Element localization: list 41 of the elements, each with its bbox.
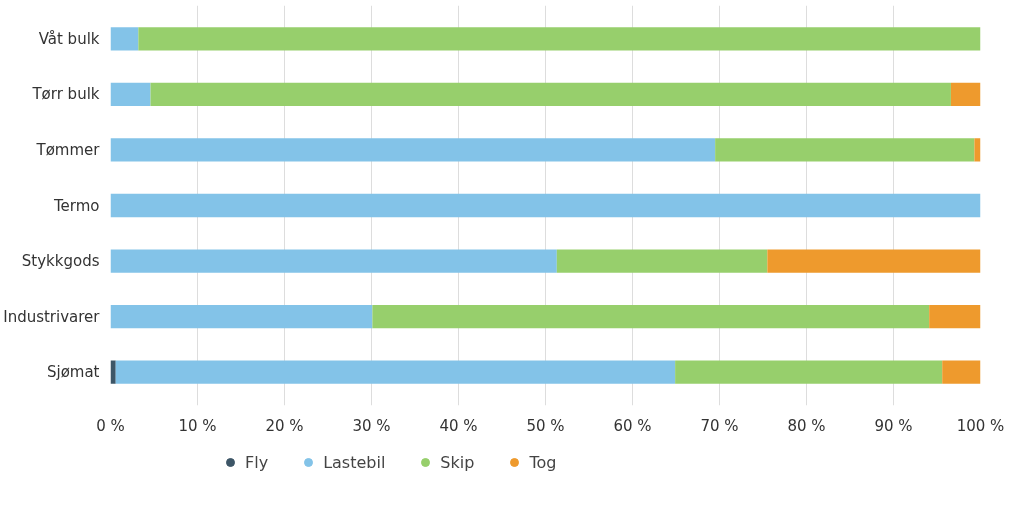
- bar: [715, 138, 975, 162]
- bar: [556, 249, 768, 273]
- bar: [929, 304, 981, 329]
- bar: [110, 193, 981, 218]
- bar: [974, 138, 981, 162]
- legend-label: Fly: [245, 452, 269, 472]
- legend-label: Skip: [440, 452, 475, 472]
- y-tick-label: Termo: [52, 196, 100, 215]
- bar: [372, 304, 930, 329]
- legend-label: Tog: [529, 452, 557, 472]
- x-tick-label: 40 %: [439, 416, 478, 435]
- bar: [110, 360, 116, 384]
- y-tick-label: Stykkgods: [21, 252, 100, 271]
- x-tick-label: 30 %: [352, 416, 391, 435]
- x-tick-label: 70 %: [700, 416, 739, 435]
- y-tick-label: Tømmer: [35, 140, 101, 159]
- bar: [767, 249, 981, 273]
- y-tick-label: Industrivarer: [3, 307, 101, 326]
- bar: [675, 360, 943, 384]
- bar: [110, 82, 151, 107]
- x-tick-label: 60 %: [613, 416, 652, 435]
- y-tick-label: Tørr bulk: [31, 85, 100, 104]
- bar: [950, 82, 981, 107]
- x-tick-label: 10 %: [178, 416, 217, 435]
- bar: [138, 27, 981, 51]
- x-tick-label: 0 %: [96, 416, 125, 435]
- legend-label: Lastebil: [323, 452, 386, 472]
- bar: [110, 138, 716, 162]
- y-tick-label: Våt bulk: [38, 29, 100, 48]
- bar: [942, 360, 981, 384]
- bar: [110, 249, 557, 273]
- bar: [150, 82, 951, 107]
- x-tick-label: 20 %: [265, 416, 304, 435]
- bar: [110, 304, 373, 329]
- x-tick-label: 90 %: [874, 416, 913, 435]
- x-tick-label: 100 %: [956, 416, 1005, 435]
- x-tick-label: 50 %: [526, 416, 565, 435]
- bar: [115, 360, 676, 384]
- y-tick-label: Sjømat: [46, 363, 100, 382]
- x-tick-label: 80 %: [787, 416, 826, 435]
- bar: [110, 27, 139, 51]
